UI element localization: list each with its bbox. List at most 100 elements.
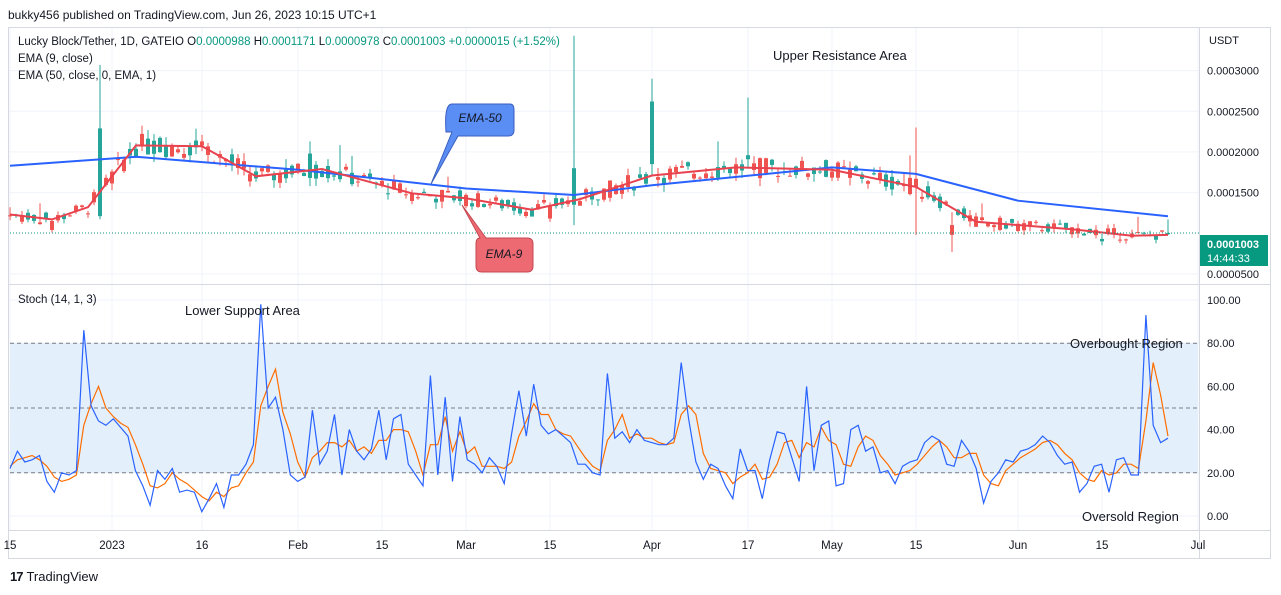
- candle-body: [1016, 223, 1020, 231]
- candle-body: [686, 162, 690, 167]
- candle-body: [1112, 228, 1116, 235]
- ema50-line: [9, 155, 1169, 218]
- open-value: 0.0000988: [196, 36, 251, 48]
- candle-body: [86, 213, 90, 215]
- candle-body: [656, 177, 660, 180]
- candle-body: [74, 205, 78, 212]
- candle-body: [404, 194, 408, 196]
- ema9-legend[interactable]: EMA (9, close): [18, 53, 93, 65]
- candle-body: [362, 174, 366, 177]
- candle-body: [524, 211, 528, 217]
- candle-body: [572, 168, 576, 205]
- candle-body: [446, 190, 450, 193]
- candle-body: [392, 181, 396, 190]
- time-tick-label: 17: [742, 540, 755, 552]
- candle-body: [818, 171, 822, 173]
- candle-body: [80, 205, 84, 207]
- candle-body: [560, 198, 564, 205]
- candle-body: [464, 194, 468, 207]
- candle-body: [1076, 228, 1080, 234]
- candle-body: [434, 198, 438, 203]
- candle-body: [584, 189, 588, 196]
- low-value: 0.0000978: [325, 36, 380, 48]
- candle-body: [308, 153, 312, 178]
- ema9-line: [9, 144, 1169, 237]
- candle-body: [458, 190, 462, 202]
- oversold-label: Oversold Region: [1082, 509, 1179, 524]
- ema50-legend[interactable]: EMA (50, close, 0, EMA, 1): [18, 70, 157, 82]
- candle-body: [788, 175, 792, 177]
- candle-body: [254, 171, 258, 179]
- stoch-legend[interactable]: Stoch (14, 1, 3): [18, 294, 97, 306]
- candle-body: [1022, 223, 1026, 231]
- lower-support-label: Lower Support Area: [185, 303, 301, 318]
- candle-body: [296, 163, 300, 171]
- price-tick-label: 0.0002500: [1207, 106, 1259, 118]
- candle-body: [278, 173, 282, 183]
- stoch-tick-label: 100.00: [1207, 295, 1241, 307]
- chart-frame: [8, 27, 1271, 559]
- candle-body: [776, 175, 780, 177]
- candle-body: [368, 173, 372, 179]
- candle-body: [104, 177, 108, 185]
- candle-body: [1166, 232, 1170, 235]
- candle-body: [944, 201, 948, 204]
- candle-body: [542, 199, 546, 203]
- candle-body: [398, 183, 402, 193]
- candle-body: [356, 181, 360, 183]
- candle-body: [734, 164, 738, 174]
- candle-body: [422, 191, 426, 194]
- symbol-legend[interactable]: Lucky Block/Tether, 1D, GATEIO O0.000098…: [18, 36, 560, 48]
- time-tick-label: Jun: [1009, 540, 1028, 552]
- stoch-tick-label: 80.00: [1207, 338, 1235, 350]
- candle-body: [878, 172, 882, 180]
- candle-body: [746, 155, 750, 160]
- candle-body: [248, 174, 252, 182]
- candle-body: [1010, 219, 1014, 223]
- candle-body: [1034, 221, 1038, 223]
- currency-label: USDT: [1209, 35, 1239, 47]
- price-tick-label: 0.0001500: [1207, 188, 1259, 200]
- candle-body: [386, 193, 390, 195]
- candle-body: [38, 222, 42, 225]
- candle-body: [1154, 236, 1158, 240]
- time-axis-labels: 15 2023 16 Feb 15 Mar 15 Apr 17 May 15 Jun 15 Jul: [4, 540, 1206, 552]
- candle-body: [722, 165, 726, 169]
- candle-body: [638, 174, 642, 178]
- candle-body: [194, 140, 198, 148]
- stoch-axis-labels: 100.00 80.00 60.00 40.00 20.00 0.00: [1207, 295, 1241, 523]
- candle-body: [1052, 223, 1056, 229]
- candle-body: [518, 208, 522, 214]
- stoch-tick-label: 40.00: [1207, 425, 1235, 437]
- tradingview-logo[interactable]: 17 TradingView: [10, 569, 98, 584]
- candle-body: [596, 199, 600, 201]
- ema50-callout: EMA-50: [430, 103, 515, 185]
- candle-body: [716, 167, 720, 178]
- candle-body: [494, 197, 498, 201]
- candle-body: [554, 198, 558, 207]
- candle-body: [914, 178, 918, 187]
- candle-body: [326, 166, 330, 179]
- time-tick-label: Feb: [288, 540, 308, 552]
- candle-body: [842, 166, 846, 168]
- candle-body: [926, 186, 930, 198]
- candle-body: [986, 222, 990, 227]
- change-value: +0.0000015 (+1.52%): [448, 36, 560, 48]
- overbought-label: Overbought Region: [1070, 336, 1183, 351]
- candle-body: [938, 196, 942, 209]
- countdown-value: 14:44:33: [1207, 253, 1250, 265]
- ema9-callout-label: EMA-9: [486, 247, 523, 261]
- stoch-k-line: [9, 304, 1169, 514]
- time-tick-label: 15: [4, 540, 17, 552]
- candle-body: [800, 160, 804, 168]
- candle-body: [62, 214, 66, 220]
- candle-body: [704, 173, 708, 179]
- candle-body: [170, 146, 174, 157]
- candle-body: [164, 144, 168, 158]
- ema50-callout-label: EMA-50: [458, 111, 502, 125]
- candle-body: [182, 153, 186, 158]
- candle-body: [698, 177, 702, 179]
- candle-body: [152, 140, 156, 154]
- candle-body: [530, 209, 534, 217]
